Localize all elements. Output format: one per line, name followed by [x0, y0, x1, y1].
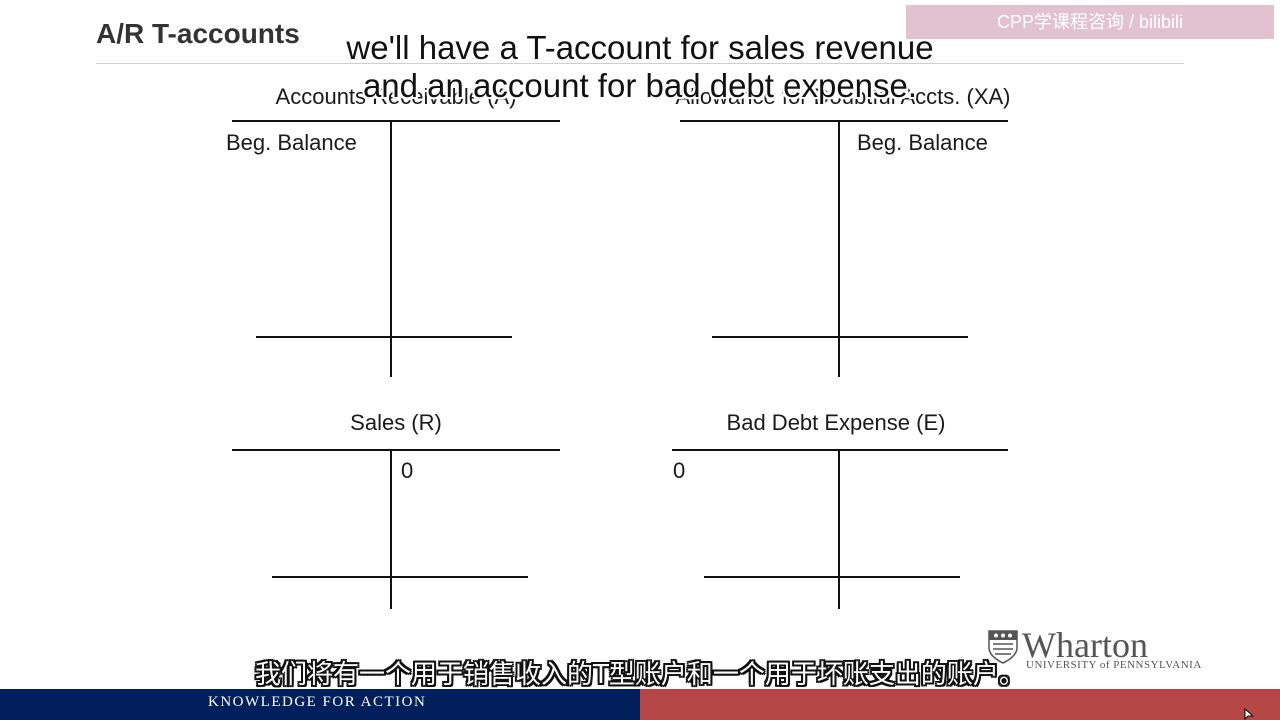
t-balance-line-sales: [272, 576, 528, 578]
t-stem-ar: [390, 120, 392, 377]
t-stem-xa: [838, 120, 840, 377]
wharton-logo: Wharton UNIVERSITY of PENNSYLVANIA: [988, 625, 1201, 672]
slide-title: A/R T-accounts: [96, 18, 300, 49]
logo-wordmark: Wharton: [1022, 625, 1148, 665]
account-title-xa: Allowance for Doubtful Accts. (XA): [675, 84, 1011, 109]
title-divider: [96, 63, 1184, 64]
subtitle-english-line-1: we'll have a T-account for sales revenue: [346, 29, 934, 66]
t-balance-line-xa: [712, 336, 968, 338]
t-top-line-xa: [680, 120, 1008, 122]
beg-balance-xa: Beg. Balance: [857, 130, 988, 155]
bde-debit-zero: 0: [673, 458, 686, 483]
t-balance-line-bde: [704, 576, 960, 578]
t-top-line-ar: [232, 120, 560, 122]
penn-shield-icon: [988, 630, 1018, 664]
beg-balance-ar: Beg. Balance: [226, 130, 357, 155]
footer-tagline: KNOWLEDGE FOR ACTION: [208, 694, 427, 710]
subtitle-chinese: 我们将有一个用于销售收入的T型账户和一个用于坏账支出的账户。: [255, 660, 1025, 690]
logo-subtitle: UNIVERSITY of PENNSYLVANIA: [1026, 659, 1202, 671]
t-stem-sales: [390, 449, 392, 609]
t-stem-bde: [838, 449, 840, 609]
mouse-cursor-icon: [1244, 708, 1254, 720]
t-top-line-bde: [672, 449, 1008, 451]
account-title-bde: Bad Debt Expense (E): [726, 410, 946, 435]
subtitle-english-line-2: and an account for bad debt expense.: [362, 67, 918, 104]
t-top-line-sales: [232, 449, 560, 451]
t-balance-line-ar: [256, 336, 512, 338]
footer-bar-navy: [0, 689, 640, 720]
account-title-sales: Sales (R): [350, 410, 442, 435]
sales-credit-zero: 0: [401, 458, 414, 483]
footer-bar-red: [640, 689, 1280, 720]
account-title-ar: Accounts Receivable (A): [275, 84, 517, 109]
watermark-banner: CPP学课程咨询 / bilibili: [906, 5, 1274, 39]
